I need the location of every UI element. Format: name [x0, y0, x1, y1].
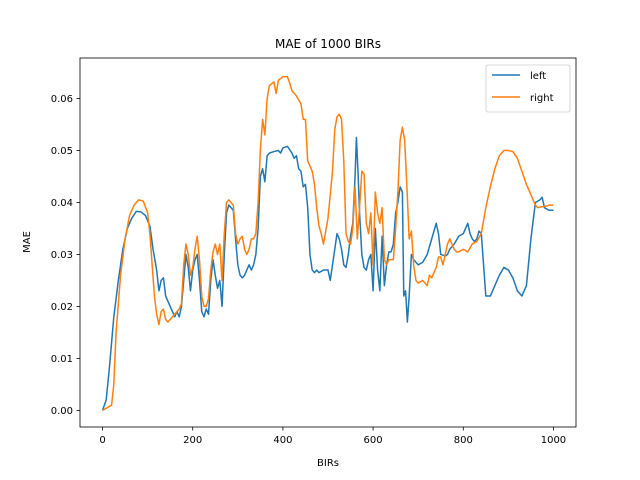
plot-area: [101, 75, 554, 412]
y-tick-label: 0.01: [51, 354, 73, 365]
series-layer: [101, 75, 554, 412]
y-axis: 0.00 0.01 0.02 0.03 0.04 0.05 0.06: [51, 94, 80, 417]
legend-label-right: right: [530, 93, 554, 104]
y-tick-label: 0.05: [51, 146, 73, 157]
plot-frame: [79, 57, 577, 428]
x-axis: 0 200 400 600 800 1000: [99, 427, 566, 446]
legend: left right: [485, 64, 571, 113]
x-tick-label: 400: [273, 435, 292, 446]
x-tick-label: 200: [183, 435, 202, 446]
y-tick-label: 0.02: [51, 302, 73, 313]
series-line-right: [102, 75, 554, 412]
y-axis-label: MAE: [22, 231, 33, 253]
chart-title: MAE of 1000 BIRs: [275, 37, 381, 51]
x-axis-label: BIRs: [317, 458, 339, 469]
x-tick-label: 800: [454, 435, 473, 446]
y-tick-label: 0.04: [51, 198, 73, 209]
legend-label-left: left: [530, 71, 546, 82]
y-tick-label: 0.03: [51, 250, 73, 261]
y-tick-label: 0.00: [51, 406, 73, 417]
x-tick-label: 1000: [541, 435, 566, 446]
y-tick-label: 0.06: [51, 94, 73, 105]
x-tick-label: 600: [364, 435, 383, 446]
series-line-left: [101, 136, 554, 411]
x-tick-label: 0: [99, 435, 105, 446]
legend-frame: [485, 64, 571, 113]
